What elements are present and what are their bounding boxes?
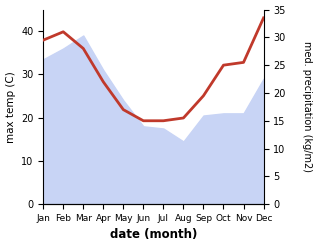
Y-axis label: max temp (C): max temp (C)	[5, 71, 16, 143]
X-axis label: date (month): date (month)	[110, 228, 197, 242]
Y-axis label: med. precipitation (kg/m2): med. precipitation (kg/m2)	[302, 41, 313, 172]
